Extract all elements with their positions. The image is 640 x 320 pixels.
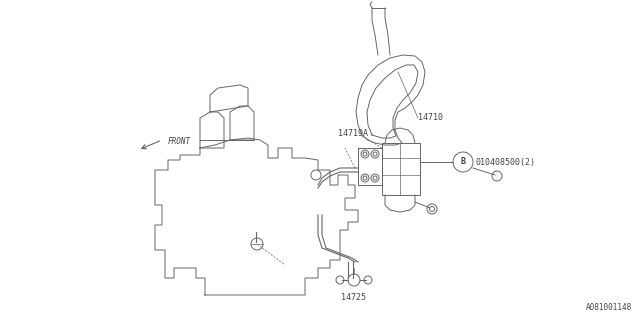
Text: 14719A: 14719A bbox=[338, 129, 368, 138]
Text: 010408500(2): 010408500(2) bbox=[476, 157, 536, 166]
Text: 14710: 14710 bbox=[418, 113, 443, 122]
Text: A081001148: A081001148 bbox=[586, 303, 632, 312]
Text: 14725: 14725 bbox=[342, 293, 367, 302]
Text: FRONT: FRONT bbox=[168, 138, 191, 147]
Text: B: B bbox=[461, 157, 465, 166]
